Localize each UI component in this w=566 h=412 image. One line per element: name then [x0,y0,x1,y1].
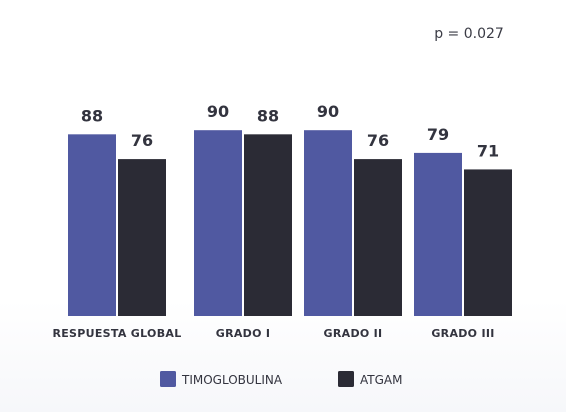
value-label-timoglobulina-respuesta-global: 88 [81,106,103,125]
value-label-atgam-grado-iii: 71 [477,141,499,160]
background-fade [0,300,566,412]
bars-group [68,130,512,316]
category-label-grado-ii: GRADO II [324,327,383,340]
bar-timoglobulina-respuesta-global [68,134,116,316]
bar-atgam-grado-iii [464,169,512,316]
bar-atgam-respuesta-global [118,159,166,316]
category-label-grado-iii: GRADO III [431,327,494,340]
bar-atgam-grado-i [244,134,292,316]
legend-label-timoglobulina: TIMOGLOBULINA [181,373,283,387]
bar-atgam-grado-ii [354,159,402,316]
p-value-annotation: p = 0.027 [434,26,504,42]
legend-swatch-timoglobulina [160,371,176,387]
category-label-respuesta-global: RESPUESTA GLOBAL [52,327,181,340]
legend: TIMOGLOBULINA ATGAM [160,371,402,387]
value-labels-group: 88 76 90 88 90 76 79 71 [81,102,499,160]
value-label-atgam-grado-ii: 76 [367,131,389,150]
value-label-atgam-respuesta-global: 76 [131,131,153,150]
bar-timoglobulina-grado-iii [414,152,462,316]
category-labels-group: RESPUESTA GLOBAL GRADO I GRADO II GRADO III [52,327,494,340]
bar-timoglobulina-grado-ii [304,130,352,316]
bar-timoglobulina-grado-i [194,130,242,316]
value-label-timoglobulina-grado-iii: 79 [427,125,449,144]
category-label-grado-i: GRADO I [216,327,271,340]
value-label-atgam-grado-i: 88 [257,106,279,125]
legend-swatch-atgam [338,371,354,387]
value-label-timoglobulina-grado-ii: 90 [317,102,339,121]
legend-label-atgam: ATGAM [360,373,402,387]
value-label-timoglobulina-grado-i: 90 [207,102,229,121]
